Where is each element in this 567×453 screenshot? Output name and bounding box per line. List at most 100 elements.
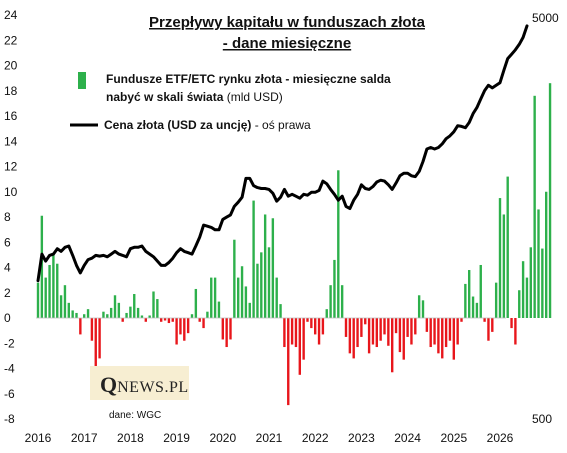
flow-bar [44,277,47,318]
flow-bar [340,285,344,318]
flow-bar [40,215,44,318]
flow-bar [406,318,409,337]
flow-bar [460,318,463,322]
flow-bar [298,318,301,375]
y-left-tick-label: 8 [4,210,11,224]
flow-bar [279,304,282,318]
flow-bar [221,318,224,340]
flow-bar [233,239,236,318]
flow-bar [314,318,317,335]
flow-bar [109,307,113,318]
flow-bar [468,270,471,318]
flow-bar [410,318,413,345]
flow-bar [394,318,398,334]
flow-bar [252,200,255,318]
flow-bar [464,283,467,318]
flow-bar [175,318,178,345]
flow-bar [456,318,459,345]
flow-bar [487,318,490,341]
flow-bar [106,314,109,318]
chart-title-line1: Przepływy kapitału w funduszach złota [149,14,426,31]
flow-bar [79,318,82,335]
flow-bar [121,318,124,322]
flow-bar [48,264,51,318]
flow-bar [59,295,63,318]
flow-bar [541,248,544,318]
x-tick-label: 2023 [348,431,375,445]
flow-bar [36,282,40,318]
flow-bar [229,318,232,340]
flow-bar [263,214,267,318]
flow-bar [344,318,348,337]
flow-bar [518,290,521,318]
flow-bar [364,318,367,325]
legend-line-unit: - oś prawa [251,118,311,132]
legend-bar-swatch [78,72,86,89]
logo-text: NEWS.PL [117,379,189,396]
flow-bar [90,318,94,341]
y-left-tick-label: -4 [4,362,15,376]
chart-title-line2: - dane miesięczne [223,35,351,52]
y-left-tick-label: 4 [4,261,11,275]
flow-bar [425,318,429,332]
flow-bar [548,83,552,318]
flow-bar [329,285,332,318]
flow-bar [502,214,506,318]
x-tick-label: 2026 [487,431,514,445]
y-left-tick-label: -2 [4,336,15,350]
flow-bar [63,285,67,318]
flow-bar [510,318,513,329]
flow-bar [325,309,328,318]
flow-bar [202,318,205,329]
flow-bar [302,318,305,360]
flow-bar [213,277,217,318]
flow-bar [414,318,417,335]
y-left-tick-label: 20 [4,59,18,73]
y-left-tick-label: 6 [4,235,11,249]
y-left-tick-label: 18 [4,84,18,98]
flow-bar [448,318,452,341]
flow-bar [71,310,74,318]
flow-bar [371,318,375,345]
flow-bar [275,277,278,318]
y-right-bottom-label: 500 [532,412,552,426]
x-tick-label: 2019 [163,431,190,445]
flow-bar [171,318,174,322]
flow-bars [36,83,552,406]
flow-bar [237,277,240,318]
x-tick-label: 2020 [209,431,236,445]
flow-bar [256,263,259,318]
flow-bar [217,301,221,318]
flow-bar [240,266,244,318]
legend-bar-unit: (mld USD) [223,90,282,104]
flow-bar [506,176,509,318]
flow-bar [441,318,444,359]
flow-bar [433,318,436,345]
flow-bar [391,318,394,373]
flow-bar [198,318,201,322]
flow-bar [160,318,163,322]
flow-bar [398,318,402,353]
logo-q: Q [100,372,117,397]
x-tick-label: 2017 [71,431,98,445]
flow-bar [125,312,128,318]
y-left-tick-label: 22 [4,33,18,47]
flow-bar [52,253,55,318]
flow-bar [225,318,228,348]
legend-line-label-bold: Cena złota (USD za uncję) [104,118,251,132]
flow-bar [287,318,290,406]
flow-bar [444,318,448,348]
flow-bar [133,294,136,318]
flow-bar [533,95,536,318]
flow-bar [494,282,498,318]
flow-bar [317,318,321,345]
y-left-tick-label: 12 [4,160,18,174]
flow-bar [521,261,525,318]
flow-bar [352,318,355,359]
flow-bar [367,318,371,354]
flow-bar [529,247,532,318]
y-left-tick-label: 24 [4,8,18,22]
logo-box [90,366,189,400]
flow-bar [75,312,78,318]
